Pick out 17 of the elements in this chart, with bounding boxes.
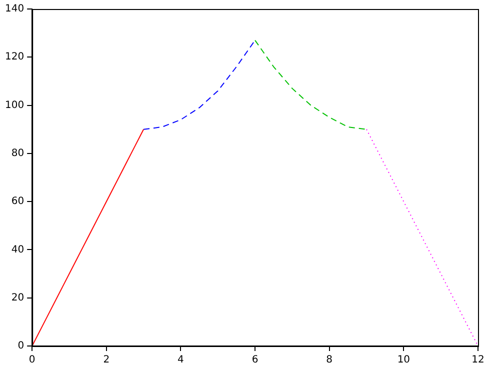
- x-tick-label: 2: [103, 354, 110, 366]
- x-tick-label: 12: [472, 354, 484, 366]
- x-tick-label: 8: [326, 354, 333, 366]
- x-tick-label: 0: [28, 354, 36, 366]
- y-tick-label: 100: [4, 100, 24, 111]
- y-tick-label: 140: [4, 4, 24, 15]
- x-tick-label: 6: [252, 354, 258, 366]
- line-series: [143, 40, 256, 130]
- line-series: [254, 40, 368, 130]
- y-tick-label: 80: [11, 148, 24, 160]
- x-tick-label: 10: [397, 354, 410, 366]
- x-tick-label: 4: [178, 354, 184, 366]
- y-tick-label: 40: [11, 244, 24, 256]
- y-tick-label: 20: [11, 292, 24, 304]
- y-tick-label: 0: [18, 340, 24, 352]
- y-tick-label: 120: [4, 52, 24, 63]
- y-tick-label: 60: [11, 196, 24, 208]
